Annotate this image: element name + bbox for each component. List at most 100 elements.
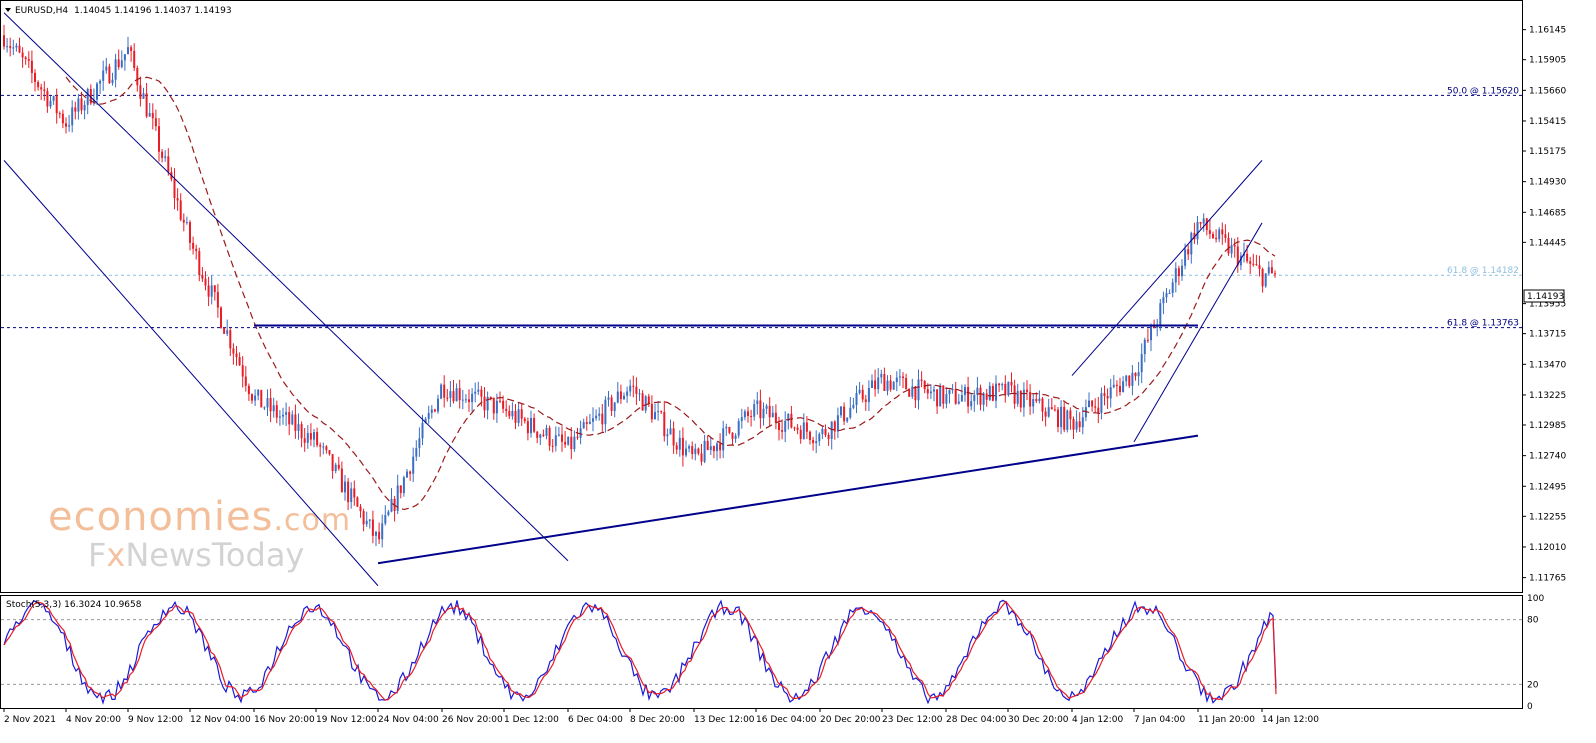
candle [142, 87, 145, 100]
chevron-down-icon[interactable] [5, 8, 11, 12]
candle [412, 447, 415, 482]
candle [1112, 375, 1115, 389]
candle [1106, 388, 1109, 410]
price-panel-frame [0, 0, 1523, 593]
candle [784, 411, 787, 443]
candle [114, 53, 117, 88]
price-tick-label: 1.14685 [1529, 208, 1566, 218]
candle [799, 425, 802, 444]
svg-text:economies.com: economies.com [48, 494, 351, 540]
candle [1053, 404, 1056, 412]
fib-level-label: 61.8 @ 1.14182 [1447, 266, 1519, 276]
time-tick-label: 9 Nov 12:00 [128, 715, 183, 725]
candle [263, 406, 266, 411]
candle [12, 39, 15, 56]
candle [167, 148, 170, 176]
candle [1100, 387, 1103, 420]
candle [657, 400, 660, 421]
time-tick-label: 26 Nov 20:00 [442, 715, 503, 725]
candle [561, 426, 563, 452]
candle [846, 417, 849, 424]
candle [30, 50, 33, 84]
candle [328, 450, 331, 456]
candle [291, 410, 294, 426]
candle [226, 319, 229, 337]
candle [133, 43, 136, 71]
candle [719, 433, 722, 459]
candle [1140, 343, 1143, 384]
candle [678, 430, 681, 457]
candle [198, 247, 201, 282]
candle [536, 431, 539, 444]
stoch-d-line [3, 600, 1277, 701]
candle [344, 475, 346, 501]
candle [192, 236, 195, 255]
candle [1146, 328, 1149, 344]
candle [223, 326, 226, 334]
candle [654, 403, 656, 420]
candle [601, 404, 604, 432]
candle [68, 115, 71, 132]
candle [71, 100, 74, 133]
last-price-badge: 1.14193 [1523, 289, 1565, 303]
candle [1274, 270, 1276, 278]
candle [985, 388, 988, 407]
candle [774, 404, 777, 430]
candle [266, 389, 269, 416]
candle [666, 428, 669, 446]
candle [387, 509, 390, 517]
time-tick-label: 24 Nov 04:00 [378, 715, 439, 725]
candle [1016, 383, 1019, 407]
candle [827, 432, 830, 446]
candle [852, 397, 855, 410]
time-tick-label: 19 Nov 12:00 [316, 715, 377, 725]
candle [1128, 375, 1131, 388]
candle [830, 421, 833, 450]
candle [644, 395, 647, 414]
candle [858, 382, 861, 395]
candle [619, 384, 622, 404]
candle [712, 445, 715, 459]
candle [805, 416, 808, 439]
candle [371, 510, 374, 544]
candle [154, 109, 157, 131]
candle [483, 387, 486, 418]
candle [288, 406, 291, 436]
candle [1115, 380, 1118, 397]
candle [1134, 372, 1137, 381]
candle [595, 409, 598, 421]
candle [1181, 259, 1183, 281]
candle [1084, 399, 1087, 422]
candle [77, 93, 80, 120]
moving-average-line [65, 76, 1276, 511]
candle [46, 87, 49, 113]
candle [247, 383, 250, 401]
candle [886, 375, 889, 396]
time-tick-label: 11 Jan 20:00 [1198, 715, 1255, 725]
candle [588, 414, 591, 425]
candle [672, 421, 675, 454]
candle [1252, 253, 1255, 267]
candle [455, 383, 458, 402]
stoch-tick-label: 100 [1527, 594, 1544, 604]
candle [1004, 375, 1007, 403]
candle [452, 379, 455, 404]
candle [1026, 380, 1028, 401]
candle [232, 343, 235, 365]
candle [691, 441, 694, 460]
candle [334, 462, 337, 474]
candle [669, 419, 672, 435]
candle [1137, 362, 1140, 386]
time-tick-label: 13 Dec 12:00 [694, 715, 755, 725]
candle [1119, 377, 1121, 396]
candle [99, 79, 102, 94]
candle [1221, 222, 1224, 245]
candle [787, 413, 790, 430]
candle [89, 84, 92, 106]
candle [309, 423, 312, 446]
candle [1270, 260, 1273, 274]
candle [542, 429, 545, 437]
candle [1060, 400, 1063, 435]
candle [15, 42, 18, 52]
